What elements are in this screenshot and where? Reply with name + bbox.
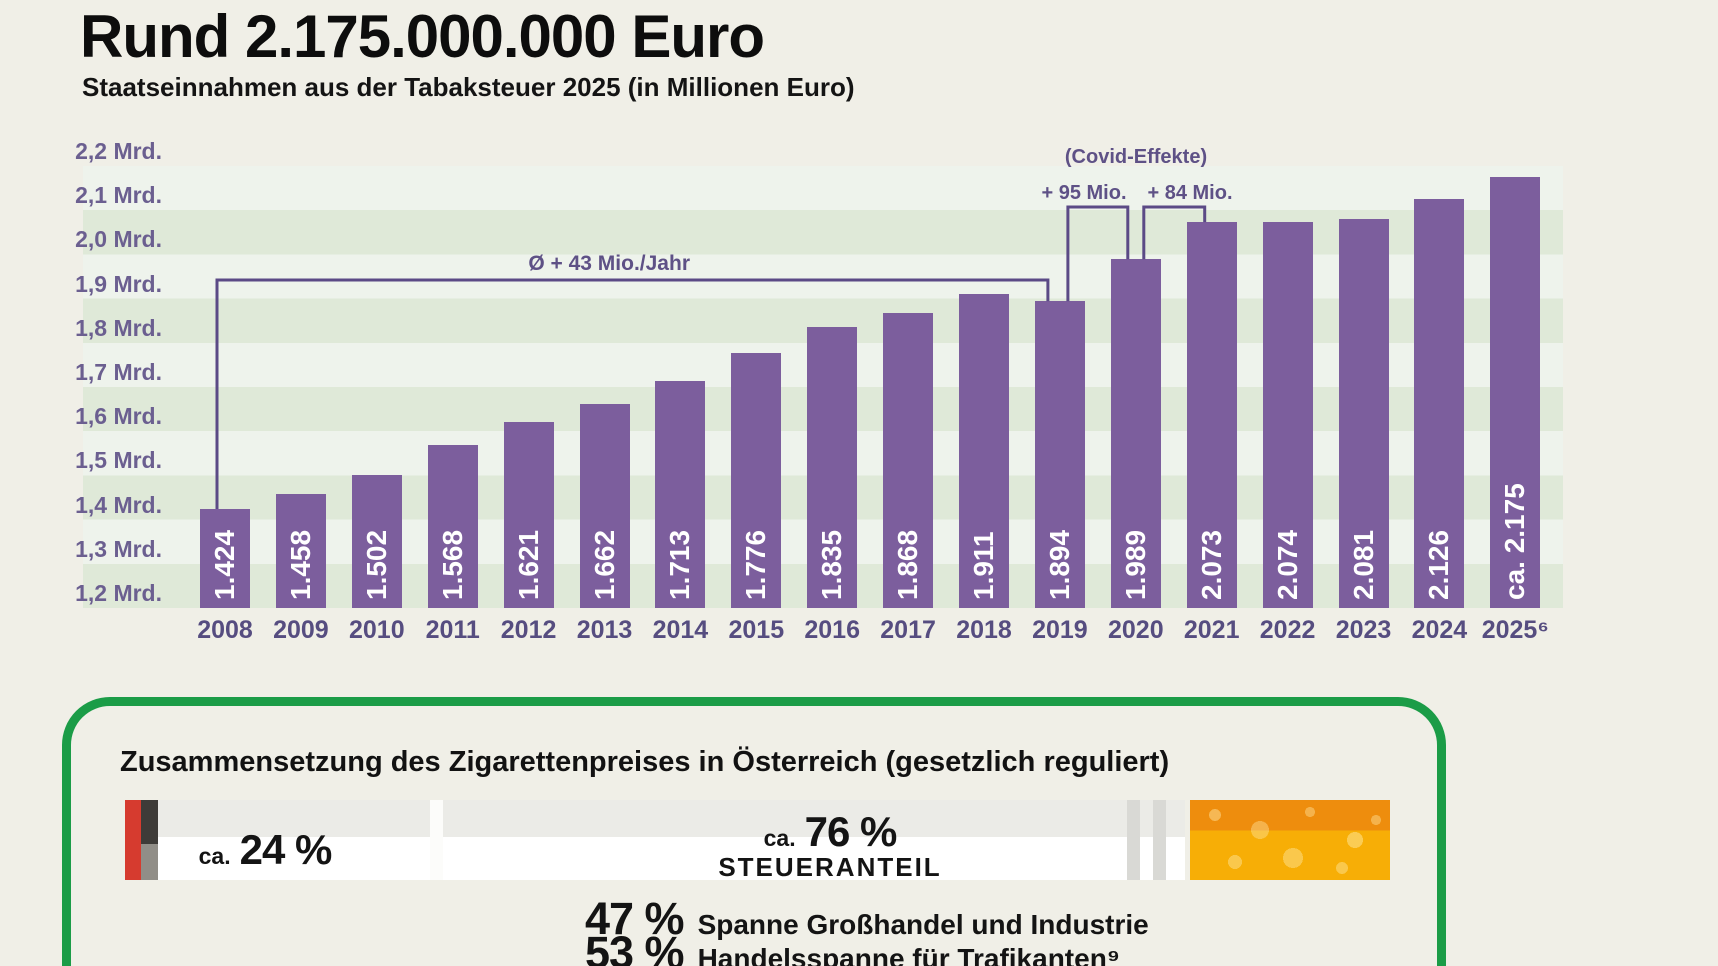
- bar-2017: 1.868: [883, 312, 934, 608]
- x-axis-label-2011: 2011: [425, 616, 480, 644]
- x-axis-label-2018: 2018: [956, 616, 1012, 644]
- bar-value-label: 2.073: [1195, 529, 1227, 600]
- y-axis-label: 1,9 Mrd.: [75, 270, 162, 297]
- bar-2008: 1.424: [200, 509, 250, 608]
- x-axis-label-2022: 2022: [1259, 616, 1316, 644]
- tipping-line-2: [1153, 800, 1166, 880]
- breakdown-retail-label: Handelsspanne für Trafikanten⁹: [697, 943, 1121, 966]
- x-axis-label-2008: 2008: [197, 616, 253, 644]
- page-title: Rund 2.175.000.000 Euro: [80, 3, 765, 70]
- x-axis-label-2019: 2019: [1032, 616, 1088, 644]
- bar-value-label: ca. 2.175: [1499, 483, 1531, 600]
- x-axis-label-2025: 2025⁶: [1481, 616, 1549, 644]
- bar-2023: 2.081: [1338, 218, 1389, 608]
- bar-2022: 2.074: [1262, 221, 1313, 608]
- bar-value-label: 1.424: [209, 529, 240, 600]
- bar-2021: 2.073: [1186, 222, 1237, 608]
- bar-2014: 1.713: [655, 381, 706, 608]
- bar-2009: 1.458: [275, 493, 326, 608]
- breakdown-wholesale-value: 47 %: [585, 893, 685, 944]
- bar-value-label: 2.126: [1423, 529, 1455, 600]
- cigarette-butt-dark-stripe: [141, 800, 158, 880]
- y-axis-label: 2,0 Mrd.: [75, 226, 162, 253]
- x-axis-label-2012: 2012: [500, 616, 557, 644]
- bar-2025: ca. 2.175: [1490, 177, 1541, 608]
- bar-value-label: 2.074: [1271, 529, 1303, 600]
- bar-2020: 1.989: [1110, 259, 1161, 608]
- y-axis-label: 1,4 Mrd.: [75, 491, 162, 518]
- bar-value-label: 1.835: [816, 529, 848, 600]
- x-axis-label-2017: 2017: [880, 616, 936, 644]
- bar-2016: 1.835: [807, 327, 858, 608]
- bar-value-label: 2.081: [1347, 529, 1379, 600]
- y-axis-label: 1,8 Mrd.: [75, 314, 162, 341]
- bar-value-label: 1.458: [284, 529, 316, 600]
- tipping-line-1: [1127, 800, 1140, 880]
- x-axis-label-2014: 2014: [652, 616, 709, 644]
- breakdown-wholesale-label: Spanne Großhandel und Industrie: [697, 909, 1149, 940]
- breakdown-wholesale-row: 47 % Spanne Großhandel und Industrie: [585, 893, 1149, 945]
- y-axis-label: 2,1 Mrd.: [75, 182, 162, 209]
- bar-value-label: 1.568: [436, 529, 468, 600]
- cigarette-paper-body: [158, 800, 1185, 880]
- annotation-covid-2020: + 95 Mio.: [1041, 182, 1127, 204]
- segment-divider: [430, 800, 443, 880]
- bar-value-label: 1.868: [892, 529, 924, 600]
- y-axis-label: 2,2 Mrd.: [75, 138, 162, 164]
- tax-share-prefix: ca.: [763, 825, 796, 851]
- bar-value-label: 1.989: [1119, 529, 1151, 600]
- bar-2010: 1.502: [351, 474, 402, 608]
- annotation-covid-header: (Covid-Effekte): [1064, 146, 1208, 168]
- x-axis-label-2013: 2013: [576, 616, 633, 644]
- bar-value-label: 1.911: [968, 531, 999, 600]
- bar-value-label: 1.894: [1043, 529, 1075, 600]
- y-axis-label: 1,7 Mrd.: [75, 359, 162, 385]
- y-axis-label: 1,5 Mrd.: [75, 447, 162, 474]
- bar-value-label: 1.713: [664, 529, 696, 600]
- bar-2024: 2.126: [1414, 198, 1465, 608]
- trade-share-label: ca. 24 %: [165, 826, 365, 874]
- tax-share-value: 76 %: [804, 808, 898, 855]
- bar-value-label: 1.621: [512, 529, 544, 600]
- bar-2013: 1.662: [579, 403, 630, 608]
- bar-value-label: 1.662: [588, 529, 620, 600]
- cigarette-butt-red-stripe: [125, 800, 141, 880]
- x-axis-label-2023: 2023: [1335, 616, 1392, 644]
- bar-chart-plot-area: 1.424 1.458 1.502 1.568 1.621 1.662 1.713 1.776…: [83, 166, 1563, 608]
- y-axis-label: 1,3 Mrd.: [75, 535, 162, 562]
- y-axis-label: 1,6 Mrd.: [75, 403, 162, 430]
- bar-value-label: 1.502: [360, 529, 392, 600]
- cigarette-filter-icon: [1190, 800, 1390, 880]
- breakdown-retail-row: 53 % Handelsspanne für Trafikanten⁹: [585, 927, 1120, 966]
- bar-value-label: 1.776: [740, 529, 772, 600]
- x-axis-label-2016: 2016: [804, 616, 860, 644]
- y-axis-label: 1,2 Mrd.: [75, 580, 162, 606]
- x-axis-label-2021: 2021: [1183, 616, 1240, 644]
- bar-2011: 1.568: [427, 445, 478, 608]
- x-axis-label-2009: 2009: [273, 616, 329, 644]
- x-axis-label-2024: 2024: [1411, 616, 1468, 644]
- price-box-title: Zusammensetzung des Zigarettenpreises in…: [120, 746, 1170, 778]
- bar-2012: 1.621: [503, 421, 554, 608]
- annotation-covid-2021: + 84 Mio.: [1147, 182, 1233, 204]
- tax-share-sublabel: STEUERANTEIL: [718, 852, 942, 882]
- trade-share-value: 24 %: [239, 826, 333, 873]
- x-axis-label-2020: 2020: [1107, 616, 1164, 644]
- chart-subtitle: Staatseinnahmen aus der Tabaksteuer 2025…: [82, 72, 855, 102]
- x-axis-label-2010: 2010: [348, 616, 405, 644]
- bar-2018: 1.911: [959, 293, 1009, 608]
- tax-share-label: ca. 76 % STEUERANTEIL: [685, 808, 975, 883]
- breakdown-retail-value: 53 %: [585, 927, 685, 966]
- bar-2019: 1.894: [1034, 301, 1085, 608]
- annotation-average-growth: Ø + 43 Mio./Jahr: [528, 252, 690, 275]
- cigarette-graphic: ca. 24 % ca. 76 % STEUERANTEIL: [125, 800, 1390, 883]
- trade-share-prefix: ca.: [198, 843, 231, 869]
- x-axis-label-2015: 2015: [728, 616, 785, 644]
- bar-2015: 1.776: [731, 353, 782, 608]
